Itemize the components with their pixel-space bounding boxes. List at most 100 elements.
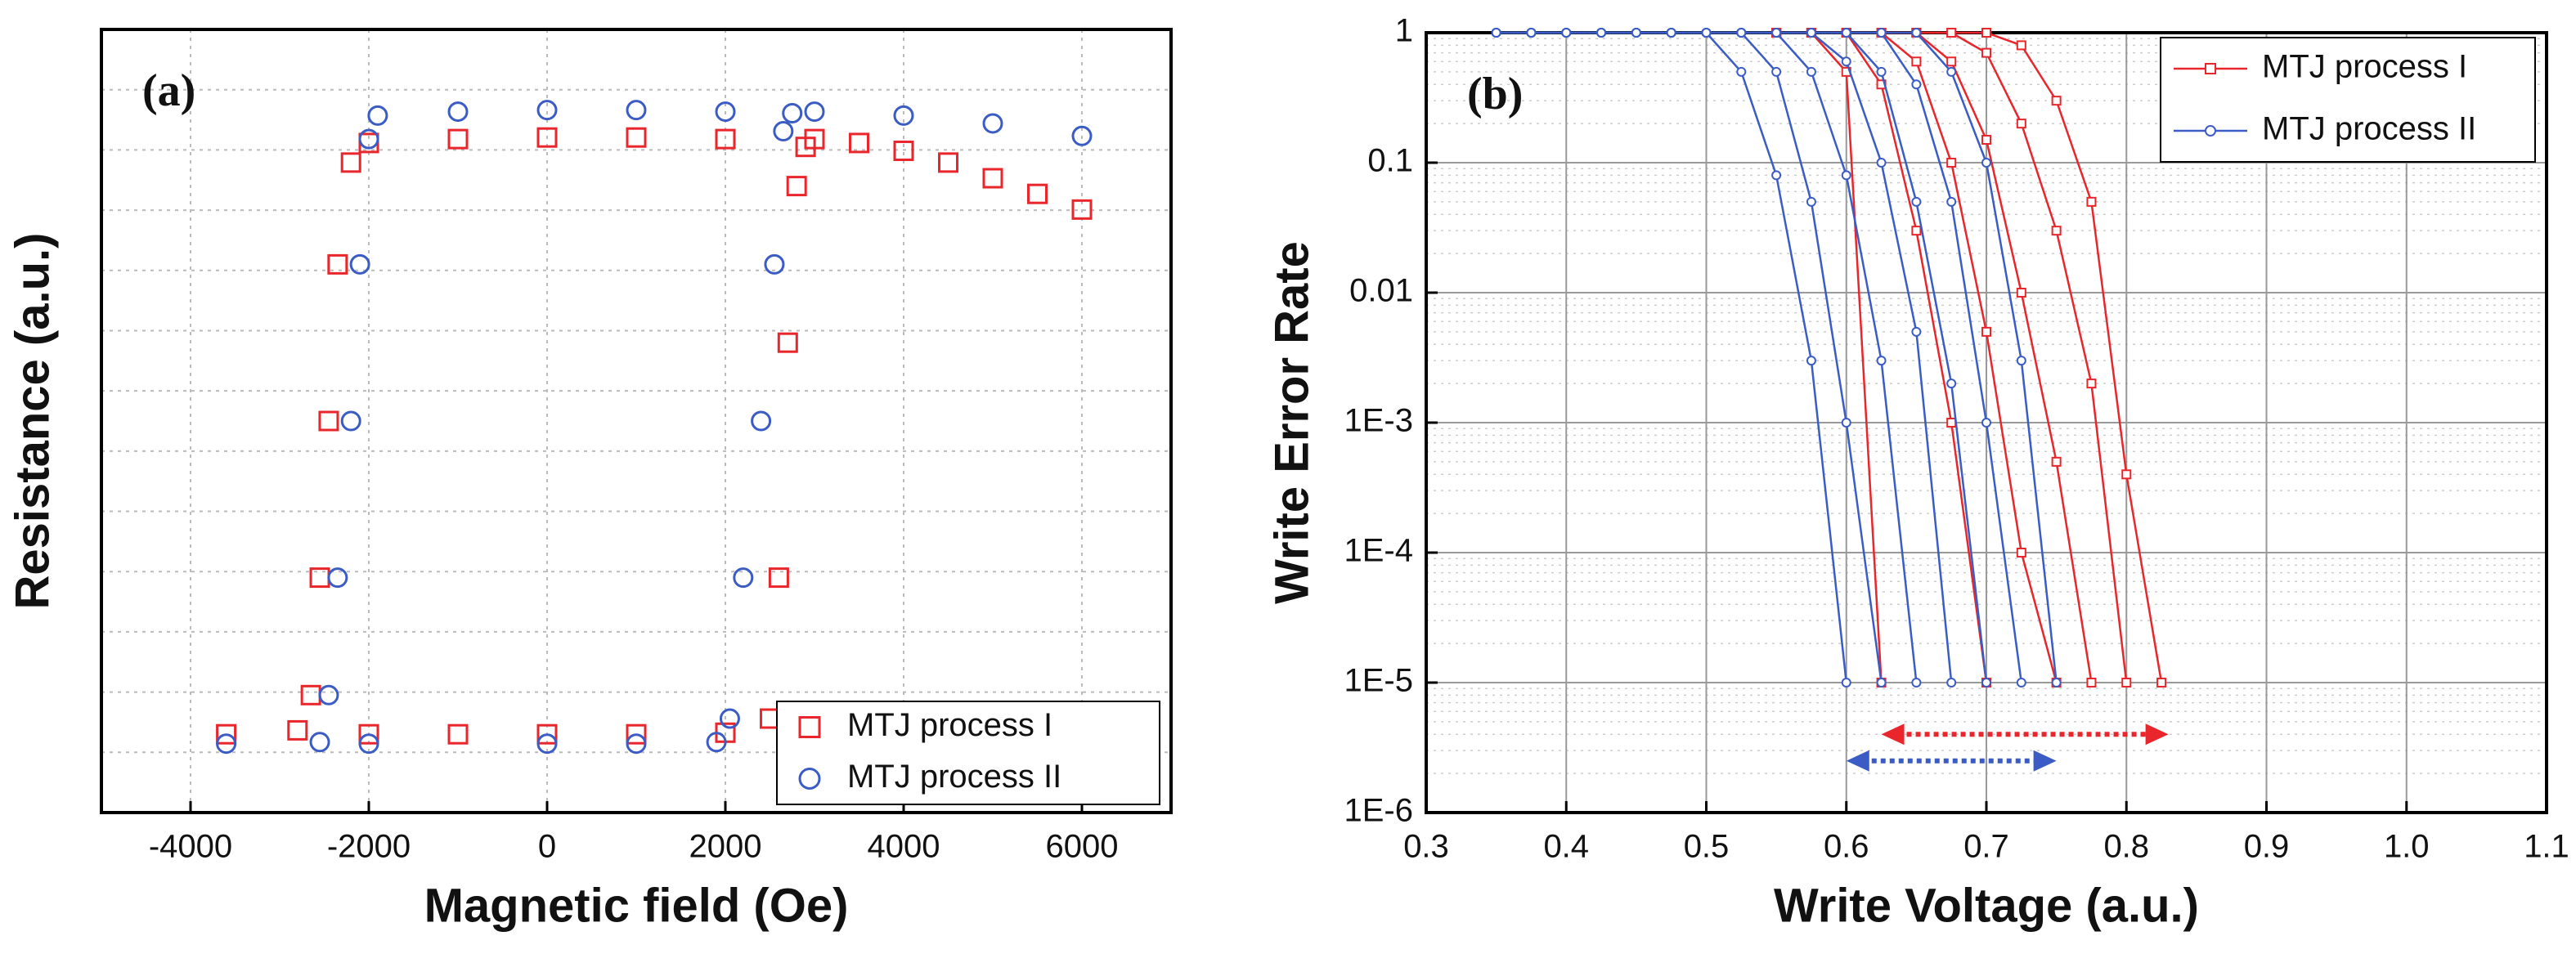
- point: [1841, 170, 1851, 181]
- point: [626, 127, 647, 148]
- curve: [1776, 31, 2163, 683]
- point: [1841, 678, 1851, 688]
- y-tick-label: 1E-5: [1344, 663, 1414, 699]
- curve: [1776, 31, 2128, 683]
- point: [1981, 326, 1991, 337]
- point: [777, 332, 798, 353]
- point: [1981, 158, 1991, 168]
- point: [309, 732, 330, 753]
- x-tick-label: -4000: [149, 829, 232, 865]
- point: [1736, 66, 1747, 77]
- point: [327, 567, 348, 589]
- point: [2016, 119, 2026, 129]
- point: [1876, 158, 1887, 168]
- point: [2051, 456, 2062, 467]
- arrow-head: [2033, 750, 2057, 772]
- point: [1027, 183, 1048, 204]
- point: [1946, 158, 1957, 168]
- x-tick-label: 0.4: [1543, 829, 1589, 865]
- point: [1946, 678, 1957, 688]
- curve: [1776, 31, 2058, 683]
- point: [1876, 678, 1887, 688]
- point: [773, 121, 794, 142]
- point: [2086, 678, 2097, 688]
- legend-label: MTJ process I: [2262, 49, 2467, 85]
- point: [938, 152, 958, 173]
- point: [1981, 418, 1991, 428]
- point: [626, 100, 647, 121]
- y-axis-title: Resistance (a.u.): [6, 233, 59, 610]
- point: [768, 567, 789, 589]
- y-tick-label: 1: [1395, 13, 1413, 49]
- point: [2121, 469, 2132, 480]
- x-tick-label: 1.0: [2384, 829, 2430, 865]
- point: [1946, 56, 1957, 67]
- point: [626, 733, 647, 755]
- point: [715, 128, 736, 150]
- point: [1071, 125, 1093, 146]
- point: [1701, 28, 1712, 38]
- point: [1911, 326, 1922, 337]
- panel-label: (a): [142, 65, 195, 116]
- point: [536, 100, 558, 121]
- point: [1806, 196, 1816, 207]
- x-tick-label: 4000: [868, 829, 940, 865]
- point: [1911, 226, 1922, 236]
- x-tick-label: 0: [538, 829, 556, 865]
- point: [804, 101, 825, 123]
- x-tick-label: -2000: [327, 829, 411, 865]
- point: [358, 723, 379, 745]
- legend-label: MTJ process I: [847, 707, 1052, 743]
- point: [1911, 56, 1922, 67]
- x-tick-label: 0.9: [2244, 829, 2290, 865]
- point: [782, 103, 803, 124]
- point: [1946, 196, 1957, 207]
- x-tick-label: 0.7: [1963, 829, 2009, 865]
- point: [216, 723, 237, 745]
- y-tick-label: 0.1: [1367, 143, 1413, 179]
- point: [751, 410, 772, 432]
- point: [1911, 196, 1922, 207]
- arrow-head: [2145, 723, 2169, 746]
- point: [2016, 548, 2026, 558]
- legend-box: [776, 701, 1160, 805]
- point: [764, 253, 785, 275]
- point: [1981, 28, 1991, 38]
- point: [2016, 678, 2026, 688]
- legend-marker: [798, 768, 821, 790]
- point: [318, 410, 339, 432]
- point: [349, 253, 370, 275]
- arrow-head: [1881, 723, 1905, 746]
- point: [358, 733, 379, 755]
- legend-box: [2160, 37, 2536, 163]
- point: [1666, 28, 1676, 38]
- point: [216, 733, 237, 755]
- point: [715, 101, 736, 123]
- x-axis-title: Magnetic field (Oe): [424, 879, 849, 932]
- point: [1946, 28, 1957, 38]
- point: [1876, 28, 1887, 38]
- arrow-head: [1846, 750, 1869, 772]
- point: [1911, 678, 1922, 688]
- point: [849, 132, 869, 154]
- x-tick-label: 0.5: [1684, 829, 1730, 865]
- point: [1841, 418, 1851, 428]
- point: [1946, 378, 1957, 389]
- point: [1631, 28, 1641, 38]
- point: [982, 113, 1003, 134]
- point: [893, 105, 914, 126]
- point: [536, 127, 558, 148]
- legend-marker: [798, 716, 821, 738]
- y-tick-label: 1E-3: [1344, 403, 1414, 439]
- point: [1771, 170, 1782, 181]
- point: [318, 684, 339, 705]
- point: [626, 723, 647, 745]
- point: [2051, 96, 2062, 106]
- point: [2121, 678, 2132, 688]
- point: [1526, 28, 1537, 38]
- point: [327, 253, 348, 275]
- curve: [1496, 31, 1883, 683]
- point: [893, 140, 914, 161]
- point: [1596, 28, 1607, 38]
